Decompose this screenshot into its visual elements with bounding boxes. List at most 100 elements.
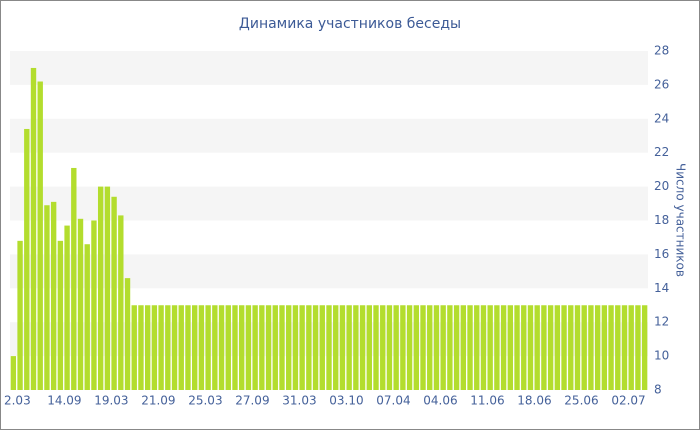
bar xyxy=(144,305,151,390)
bar xyxy=(393,305,399,390)
bar xyxy=(205,305,211,390)
bar xyxy=(400,305,406,390)
x-tick-label: 18.06 xyxy=(517,394,551,408)
bar xyxy=(218,305,225,390)
bar xyxy=(621,305,628,390)
bar xyxy=(507,305,514,390)
bar xyxy=(212,305,218,390)
x-tick-label: 31.03 xyxy=(282,394,316,408)
x-tick-label: 02.07 xyxy=(611,394,645,408)
bar xyxy=(467,305,473,390)
x-tick-label: 25.03 xyxy=(188,394,222,408)
bar xyxy=(245,305,252,390)
bar xyxy=(77,218,84,390)
x-tick-label: 27.09 xyxy=(235,394,269,408)
bar xyxy=(50,201,57,390)
bar xyxy=(581,305,587,390)
bar xyxy=(312,305,319,390)
bar xyxy=(453,305,460,390)
x-tick-label: 2.03 xyxy=(4,394,31,408)
bar xyxy=(474,305,480,390)
bar xyxy=(158,305,164,390)
bar xyxy=(272,305,278,390)
bar xyxy=(24,128,30,390)
bar xyxy=(568,305,574,390)
bar xyxy=(487,305,493,390)
bar xyxy=(185,305,191,390)
bar xyxy=(608,305,614,390)
bar xyxy=(171,305,178,390)
bar xyxy=(44,205,50,390)
y-tick-label: 16 xyxy=(654,247,669,261)
bar xyxy=(111,196,117,390)
bar xyxy=(594,305,601,390)
y-tick-label: 8 xyxy=(654,383,662,397)
bar xyxy=(225,305,231,390)
bar xyxy=(521,305,527,390)
bar xyxy=(366,305,372,390)
bar xyxy=(460,305,467,390)
bar xyxy=(319,305,325,390)
y-tick-label: 14 xyxy=(654,281,669,295)
bar xyxy=(534,305,540,390)
bar xyxy=(420,305,426,390)
grid-band xyxy=(10,51,648,85)
bar xyxy=(64,225,70,390)
bar xyxy=(30,67,37,390)
bar xyxy=(306,305,312,390)
bar xyxy=(71,167,77,390)
bar xyxy=(346,305,352,390)
bar xyxy=(239,305,245,390)
bar xyxy=(386,305,393,390)
bar xyxy=(91,220,97,390)
x-tick-label: 03.10 xyxy=(329,394,363,408)
bar xyxy=(252,305,258,390)
y-tick-label: 26 xyxy=(654,77,669,91)
bar xyxy=(326,305,332,390)
bar xyxy=(104,186,111,390)
y-tick-label: 28 xyxy=(654,44,669,58)
bar xyxy=(178,305,184,390)
bar xyxy=(353,305,359,390)
bar xyxy=(601,305,608,390)
bar xyxy=(588,305,594,390)
bar xyxy=(259,305,265,390)
y-tick-label: 10 xyxy=(654,349,669,363)
grid-band xyxy=(10,118,648,153)
x-tick-label: 19.03 xyxy=(94,394,128,408)
bar xyxy=(17,240,23,390)
bar xyxy=(232,305,238,390)
y-tick-label: 12 xyxy=(654,315,669,329)
bar xyxy=(84,244,90,390)
y-tick-label: 22 xyxy=(654,145,669,159)
bar xyxy=(554,305,561,390)
bar xyxy=(380,305,386,390)
bar xyxy=(138,305,144,390)
bar xyxy=(286,305,292,390)
bar xyxy=(57,240,64,390)
bar xyxy=(373,305,379,390)
bar xyxy=(198,305,205,390)
y-axis-title: Число участников xyxy=(674,163,688,277)
bar xyxy=(124,278,131,390)
x-tick-label: 11.06 xyxy=(470,394,504,408)
bar xyxy=(265,305,272,390)
bar xyxy=(97,186,104,390)
bar xyxy=(292,305,299,390)
bar xyxy=(440,305,446,390)
bar xyxy=(574,305,581,390)
x-tick-label: 25.06 xyxy=(564,394,598,408)
bar xyxy=(427,305,433,390)
y-tick-label: 24 xyxy=(654,111,669,125)
bar xyxy=(615,305,621,390)
bar xyxy=(635,305,641,390)
bar xyxy=(447,305,453,390)
x-tick-label: 07.04 xyxy=(376,394,410,408)
bar xyxy=(118,215,124,390)
bar xyxy=(494,305,500,390)
chart-title: Динамика участников беседы xyxy=(239,16,461,32)
bar xyxy=(514,305,520,390)
bar xyxy=(299,305,305,390)
bar xyxy=(406,305,413,390)
